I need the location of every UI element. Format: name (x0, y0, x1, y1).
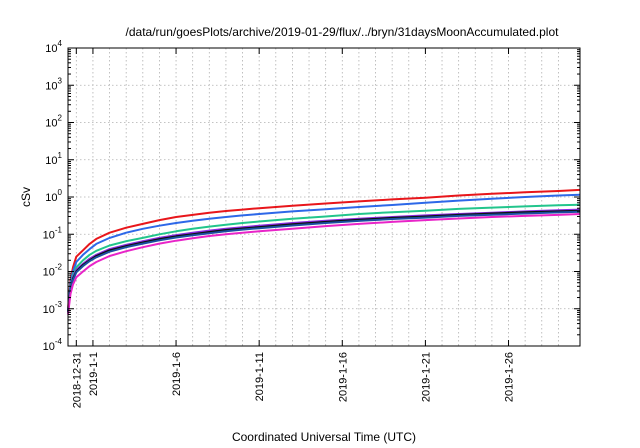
ticks-layer (68, 47, 580, 347)
x-tick-label: 2019-1-11 (254, 352, 266, 401)
y-tick-label: 10-1 (43, 225, 63, 241)
y-tick-label: 101 (45, 151, 62, 167)
x-tick-label: 2019-1-26 (504, 352, 516, 402)
y-tick-label: 10-4 (43, 337, 63, 353)
y-tick-label: 102 (45, 114, 62, 130)
x-tick-label: 2019-1-21 (420, 352, 432, 402)
series-line-7 (67, 213, 581, 315)
y-tick-label: 103 (45, 76, 62, 92)
x-tick-label: 2019-1-6 (171, 352, 183, 396)
grid-layer (68, 48, 580, 346)
x-tick-labels: 2018-12-31 2019-1-1 2019-1-6 2019-1-11 2019-… (71, 352, 515, 408)
y-tick-labels: 10-4 10-3 10-2 10-1 100 101 102 103 104 (43, 39, 63, 353)
y-tick-label: 10-2 (43, 263, 63, 279)
y-tick-label: 104 (45, 39, 62, 55)
series-line-6 (67, 210, 581, 313)
series-line-4 (67, 208, 581, 313)
x-tick-label: 2018-12-31 (71, 352, 83, 408)
series-layer (67, 188, 581, 315)
x-axis-label: Coordinated Universal Time (UTC) (232, 430, 416, 444)
y-tick-label: 100 (45, 188, 62, 204)
y-tick-label: 10-3 (43, 300, 63, 316)
chart-title: /data/run/goesPlots/archive/2019-01-29/f… (126, 25, 560, 39)
series-line-1 (67, 188, 581, 309)
series-line-3 (67, 203, 581, 313)
x-tick-label: 2019-1-1 (88, 352, 100, 396)
y-axis-label: cSv (19, 187, 33, 207)
series-line-2 (67, 193, 581, 311)
x-tick-label: 2019-1-16 (337, 352, 349, 402)
